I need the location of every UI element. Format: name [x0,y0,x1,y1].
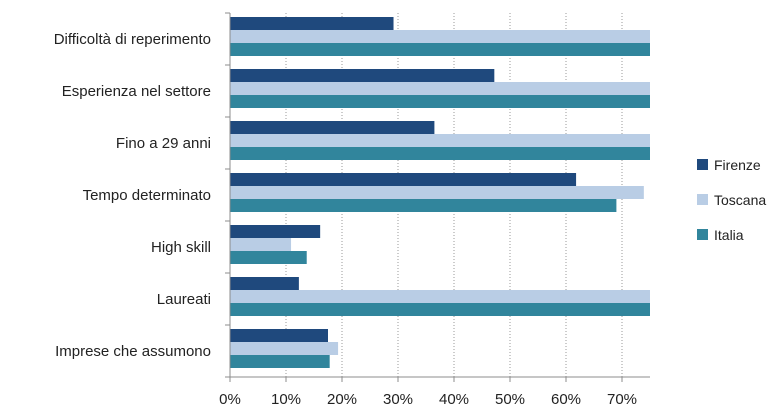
x-tick-labels: 0% 10% 20% 30% 40% 50% 60% 70% [219,391,637,405]
bar-firenze-2 [230,121,435,134]
bar-toscana-2 [230,134,650,147]
bar-italia-2 [230,147,650,160]
bar-toscana-4 [230,238,292,251]
x-tick-label: 60% [551,391,581,405]
x-tick-label: 0% [219,391,241,405]
category-label: Fino a 29 anni [116,135,211,152]
category-label: Difficoltà di reperimento [54,31,211,48]
legend-label-toscana: Toscana [714,192,766,208]
bar-italia-3 [230,199,617,212]
category-label: Imprese che assumono [55,343,211,360]
bar-italia-0 [230,43,650,56]
category-label: Tempo determinato [83,187,211,204]
category-labels: Difficoltà di reperimento Esperienza nel … [54,31,211,360]
x-tick-label: 40% [439,391,469,405]
x-tick-label: 30% [383,391,413,405]
legend-swatch-toscana [697,194,708,205]
legend-label-firenze: Firenze [714,157,761,173]
category-label: High skill [151,239,211,256]
x-tick-label: 50% [495,391,525,405]
axes [225,12,650,382]
bar-italia-6 [230,355,330,368]
bar-toscana-3 [230,186,644,199]
bar-firenze-5 [230,277,299,290]
x-tick-label: 70% [607,391,637,405]
x-tick-label: 10% [271,391,301,405]
category-label: Laureati [157,291,211,308]
bars [230,17,650,368]
bar-firenze-6 [230,329,328,342]
bar-firenze-1 [230,69,495,82]
bar-toscana-0 [230,30,650,43]
bar-toscana-6 [230,342,339,355]
legend-swatch-firenze [697,159,708,170]
bar-italia-4 [230,251,307,264]
x-tick-label: 20% [327,391,357,405]
legend: Firenze Toscana Italia [697,157,766,243]
bar-italia-1 [230,95,650,108]
category-label: Esperienza nel settore [62,83,211,100]
bar-toscana-5 [230,290,650,303]
bar-firenze-0 [230,17,394,30]
bar-firenze-4 [230,225,321,238]
legend-swatch-italia [697,229,708,240]
bar-italia-5 [230,303,650,316]
bar-toscana-1 [230,82,650,95]
legend-label-italia: Italia [714,227,744,243]
bar-firenze-3 [230,173,577,186]
